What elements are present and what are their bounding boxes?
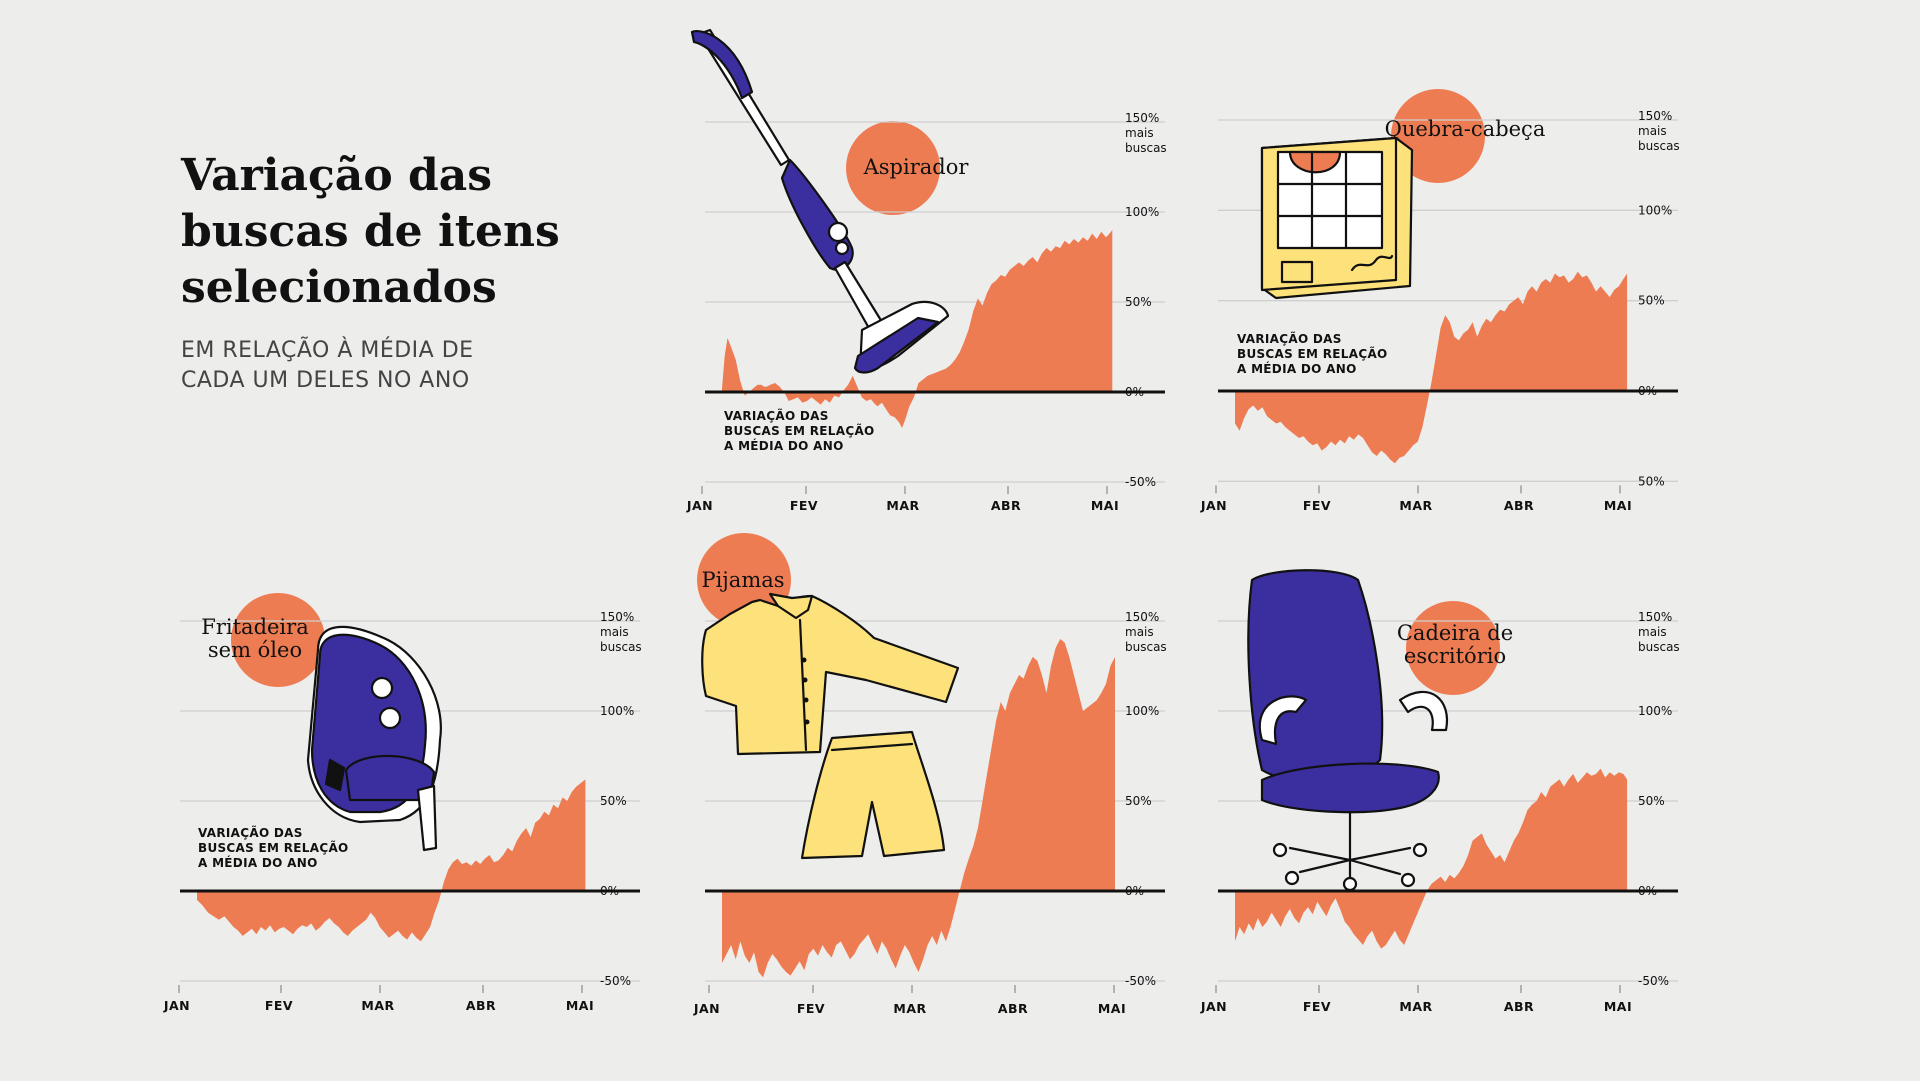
y-tick-label: 50% [1125, 794, 1152, 808]
month-label: MAR [361, 998, 394, 1013]
chart-panel-3: 150% mais buscas 100% 50% 0% -50% JAN FEV MAR ABR M… [163, 610, 642, 1013]
y-tick-label: 0% [1125, 884, 1144, 898]
y-tick-label: -50% [1125, 475, 1156, 489]
y-tick-label: 50% [600, 794, 627, 808]
y-tick-label: 150% mais buscas [1125, 111, 1167, 155]
y-tick-label: 150% mais buscas [1125, 610, 1167, 654]
month-label: FEV [265, 998, 293, 1013]
axis-note: VARIAÇÃO DAS BUSCAS EM RELAÇÃO A MÉDIA DO … [198, 825, 349, 870]
y-tick-label: 50% [1638, 794, 1665, 808]
page-title: Variação das buscas de itens selecionado… [181, 150, 560, 313]
search-variation-area [1235, 768, 1628, 949]
y-tick-label: 100% [1125, 704, 1159, 718]
item-name: Quebra-cabeça [1385, 117, 1546, 141]
y-tick-label: 100% [1125, 205, 1159, 219]
month-label: JAN [1200, 498, 1227, 513]
axis-note: VARIAÇÃO DAS BUSCAS EM RELAÇÃO A MÉDIA DO … [1237, 331, 1388, 376]
y-tick-label: -50% [600, 974, 631, 988]
y-tick-label: 100% [1638, 704, 1672, 718]
vacuum-cleaner-icon [690, 28, 950, 374]
y-tick-label: 150% mais buscas [600, 610, 642, 654]
month-label: FEV [797, 1001, 825, 1016]
y-tick-label: 100% [1638, 203, 1672, 217]
page-subtitle: EM RELAÇÃO À MÉDIA DE CADA UM DELES NO A… [181, 338, 474, 393]
month-label: MAR [893, 1001, 926, 1016]
label-bubble [1391, 89, 1485, 183]
y-tick-label: 150% mais buscas [1638, 610, 1680, 654]
search-variation-area [1235, 271, 1628, 464]
chart-panel-1: 150% mais buscas 100% 50% 0% -50% JAN FEV MAR ABR M… [686, 111, 1167, 513]
chart-panel-2: 150% mais buscas 100% 50% 0% 50% JAN FEV MAR ABR MA… [1200, 109, 1680, 513]
month-label: MAR [1399, 999, 1432, 1014]
month-label: MAR [1399, 498, 1432, 513]
y-tick-label: 50% [1125, 295, 1152, 309]
month-label: FEV [790, 498, 818, 513]
month-label: ABR [1504, 498, 1534, 513]
y-tick-label: 50% [1638, 294, 1665, 308]
month-label: MAI [1091, 498, 1119, 513]
y-tick-label: 0% [1638, 884, 1657, 898]
y-tick-label: 50% [1638, 474, 1665, 488]
month-label: ABR [991, 498, 1021, 513]
item-label-2 [1391, 89, 1485, 183]
office-chair-icon [1247, 569, 1449, 892]
air-fryer-icon [306, 625, 442, 852]
month-label: JAN [1200, 999, 1227, 1014]
label-bubble [231, 593, 325, 687]
y-tick-label: -50% [1638, 974, 1669, 988]
item-label-1 [846, 121, 940, 215]
item-name: Pijamas [701, 568, 784, 592]
month-label: MAI [1604, 498, 1632, 513]
y-tick-label: 100% [600, 704, 634, 718]
pajamas-icon [701, 592, 960, 860]
item-name: Aspirador [863, 155, 970, 179]
puzzle-box-icon [1260, 136, 1414, 300]
item-label-3 [231, 593, 325, 687]
month-label: JAN [693, 1001, 720, 1016]
item-name: Fritadeira sem óleo [201, 615, 308, 662]
label-bubble [1406, 601, 1500, 695]
month-label: JAN [686, 498, 713, 513]
item-name: Cadeira de escritório [1397, 621, 1513, 668]
label-bubble [846, 121, 940, 215]
month-label: MAI [1604, 999, 1632, 1014]
axis-note: VARIAÇÃO DAS BUSCAS EM RELAÇÃO A MÉDIA DO … [724, 408, 875, 453]
month-label: JAN [163, 998, 190, 1013]
y-tick-label: 0% [1125, 385, 1144, 399]
month-label: ABR [1504, 999, 1534, 1014]
y-tick-label: 0% [600, 884, 619, 898]
month-label: FEV [1303, 498, 1331, 513]
month-label: ABR [998, 1001, 1028, 1016]
search-variation-area [722, 230, 1113, 428]
search-variation-area [722, 639, 1115, 978]
month-label: ABR [466, 998, 496, 1013]
y-tick-label: -50% [1125, 974, 1156, 988]
y-tick-label: 0% [1638, 384, 1657, 398]
month-label: MAR [886, 498, 919, 513]
item-label-5 [1406, 601, 1500, 695]
month-label: FEV [1303, 999, 1331, 1014]
chart-panel-4: 150% mais buscas 100% 50% 0% -50% JAN FEV MAR ABR M… [693, 610, 1167, 1016]
y-tick-label: 150% mais buscas [1638, 109, 1680, 153]
month-label: MAI [566, 998, 594, 1013]
search-variation-area [197, 779, 586, 942]
month-label: MAI [1098, 1001, 1126, 1016]
